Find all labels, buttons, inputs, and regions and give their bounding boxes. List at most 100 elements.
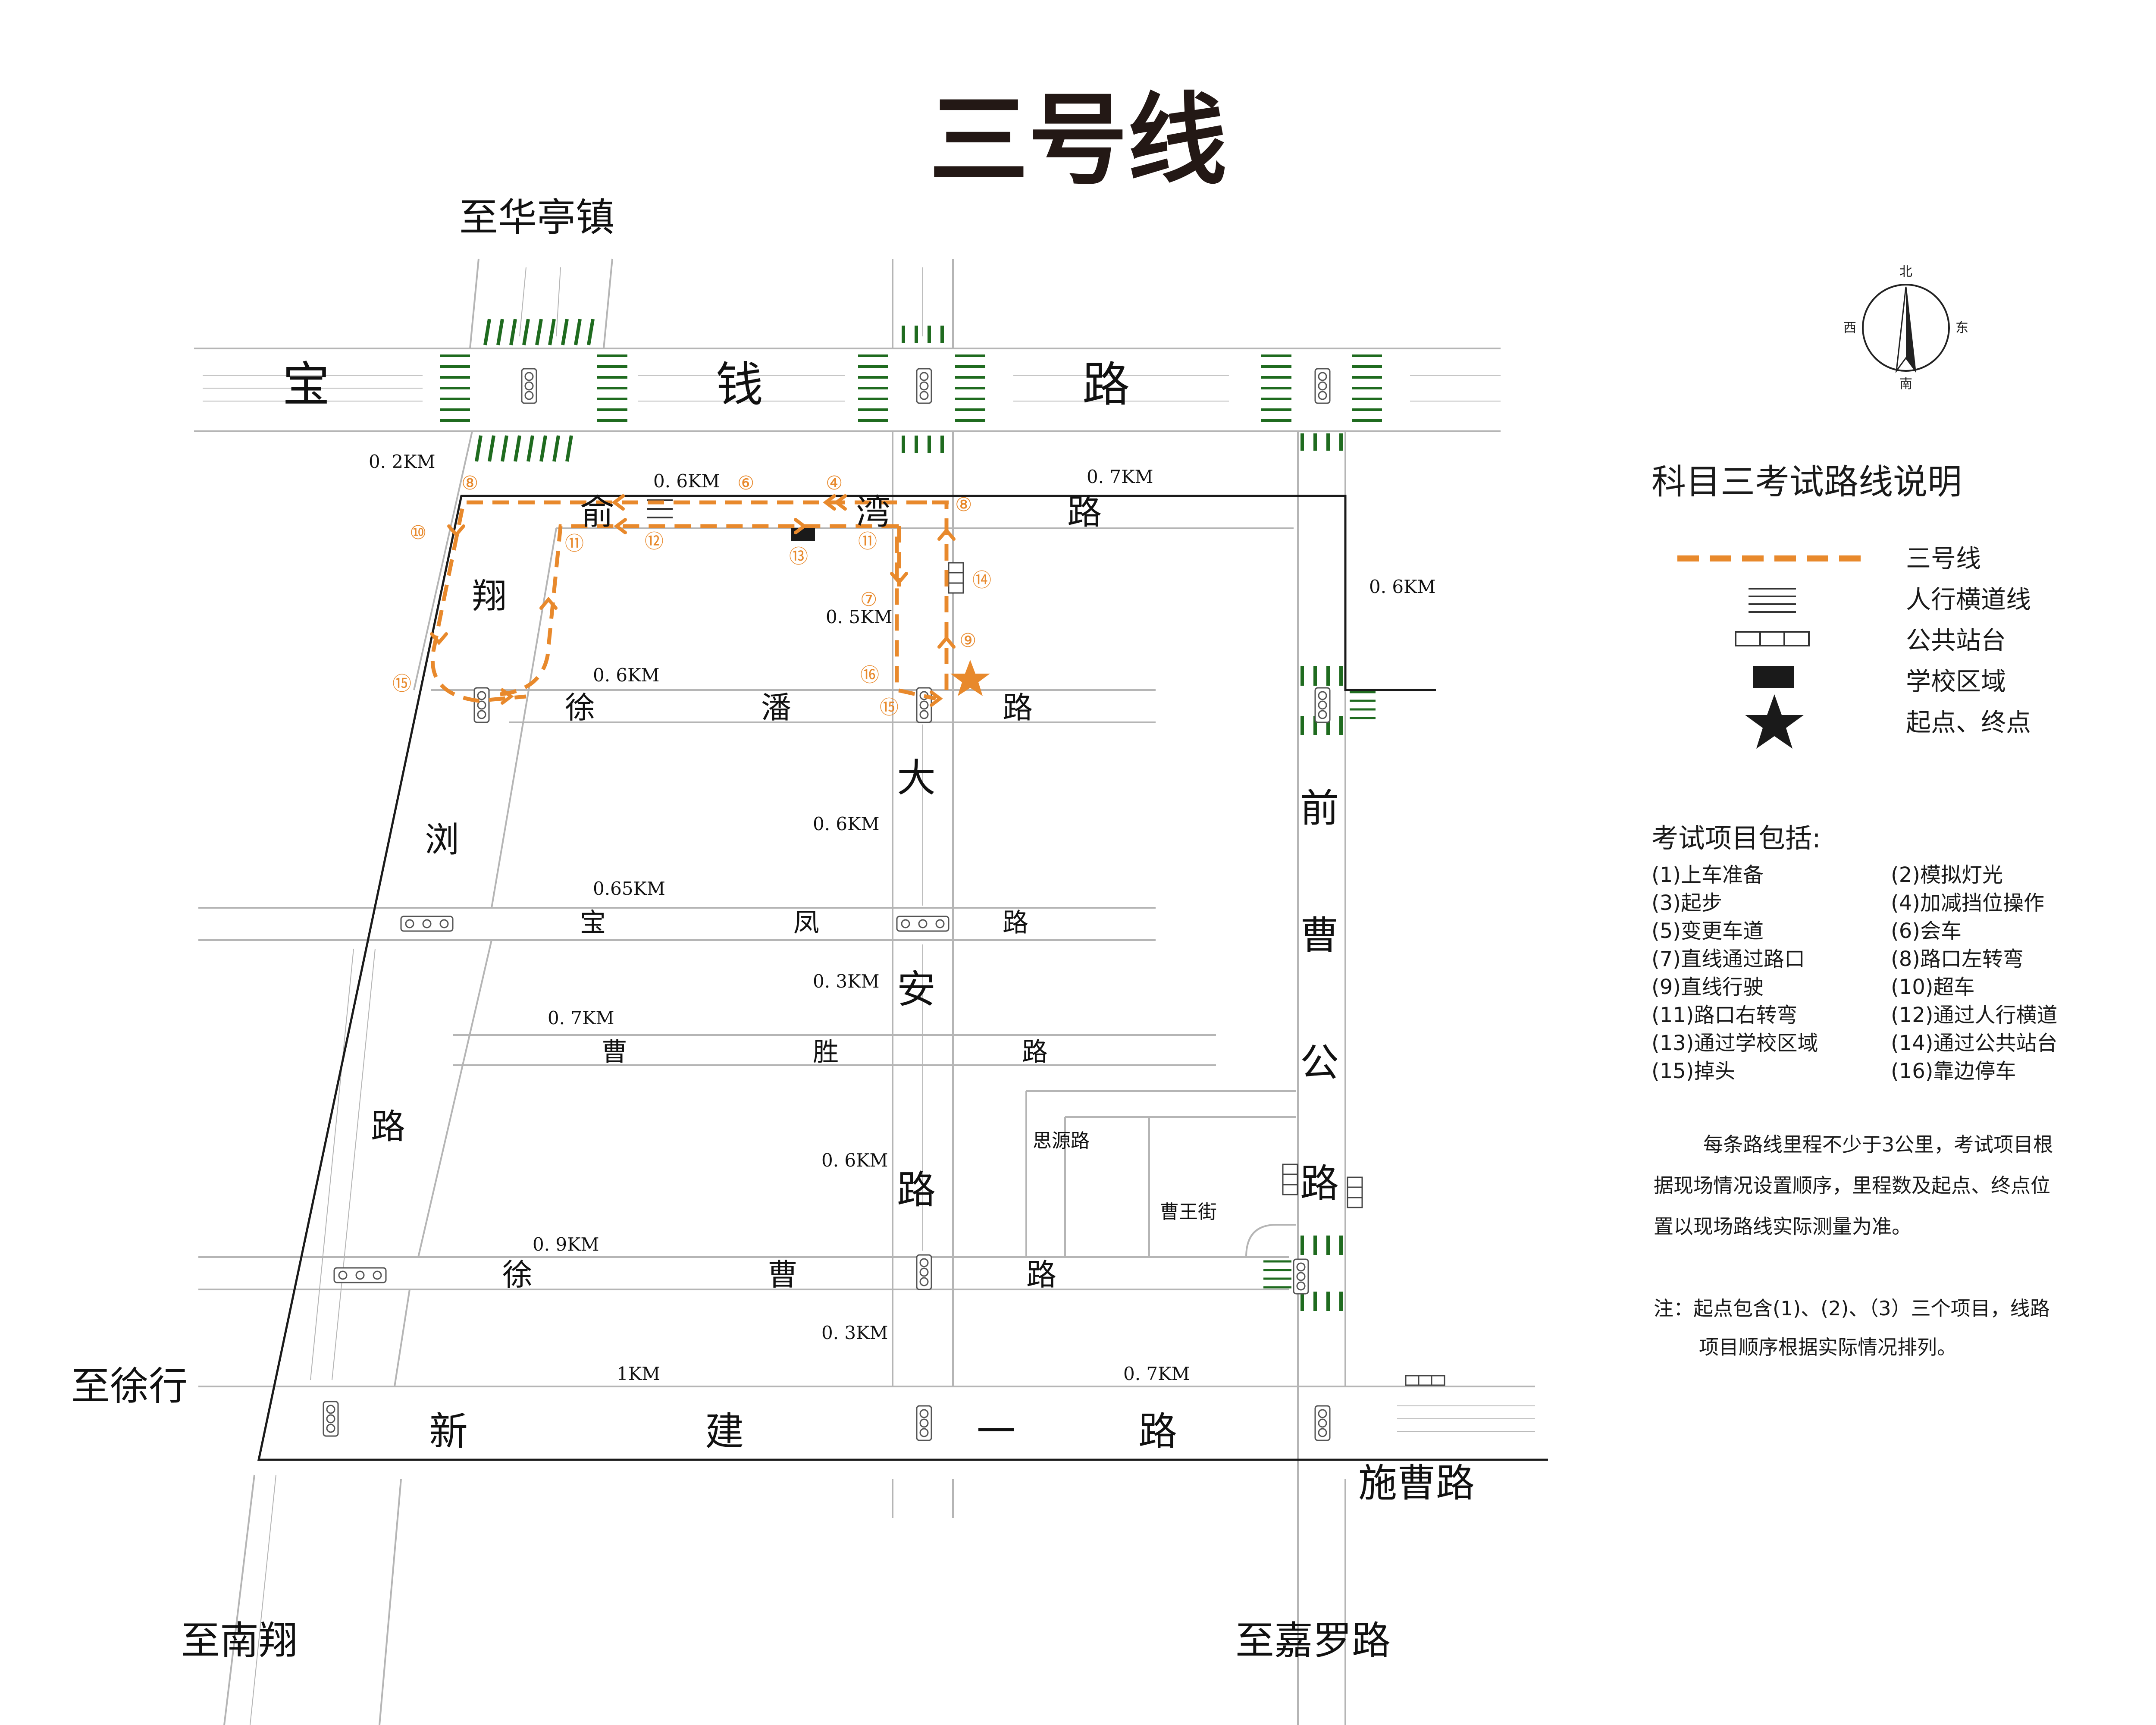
- route-marker: ⑩: [410, 522, 426, 544]
- route-marker: ⑥: [737, 472, 754, 494]
- road-baoqian: 钱: [716, 357, 763, 412]
- exam-item: (11)路口右转弯: [1651, 1003, 1798, 1027]
- traffic-light-icon: [1314, 687, 1331, 723]
- road-daan: 路: [897, 1167, 936, 1213]
- distance-label: 0. 7KM: [1123, 1363, 1190, 1384]
- exam-item: (10)超车: [1891, 975, 1975, 999]
- destinations: 至华亭镇 至徐行 至南翔 至嘉罗路 施曹路: [71, 195, 1475, 1663]
- road-xupan: 徐: [565, 690, 595, 725]
- bus-stop-icon: [1347, 1176, 1363, 1208]
- distance-label: 0. 6KM: [1369, 576, 1436, 597]
- route-arrows: [430, 494, 956, 707]
- road-xucao: 路: [1026, 1257, 1056, 1292]
- exam-area-boundary: [257, 495, 1548, 1461]
- exam-item: (6)会车: [1891, 919, 1962, 943]
- note-line: 据现场情况设置顺序，里程数及起点、终点位: [1654, 1174, 2050, 1197]
- school-area-icon: [791, 528, 815, 541]
- road-baofeng: 宝: [580, 908, 606, 938]
- road-xinjian: 一: [977, 1409, 1015, 1454]
- compass-west: 西: [1843, 320, 1856, 336]
- road-xupan: 潘: [761, 690, 791, 725]
- dest-north: 至华亭镇: [459, 195, 614, 240]
- bus-stop-icon: [1282, 1164, 1298, 1195]
- road-xiangliu: 翔: [472, 576, 507, 616]
- road-siyuan: 思源路: [1033, 1130, 1090, 1152]
- route-marker: ⑧: [955, 494, 972, 516]
- road-xupan: 路: [1003, 690, 1033, 725]
- route-marker: ⑭: [972, 569, 991, 591]
- road-caosheng: 胜: [813, 1037, 839, 1067]
- route-marker: ⑯: [860, 664, 879, 686]
- road-caosheng: 曹: [602, 1037, 627, 1067]
- exam-item: (2)模拟灯光: [1891, 863, 2003, 887]
- exam-item: (15)掉头: [1651, 1059, 1736, 1083]
- compass-east: 东: [1955, 320, 1968, 336]
- exam-item: (4)加减挡位操作: [1891, 891, 2044, 915]
- distance-label: 0. 7KM: [1087, 466, 1153, 487]
- legend-title: 科目三考试路线说明: [1651, 462, 1962, 502]
- traffic-light-icon: [1293, 1258, 1309, 1295]
- legend: 科目三考试路线说明 三号线 人行横道线 公共站台 学校区域 起点、终点: [1651, 462, 2031, 749]
- traffic-light-icon: [323, 1401, 339, 1437]
- exam-item: (5)变更车道: [1651, 919, 1764, 943]
- route-markers: ⑧ ⑩ ⑪ ⑫ ⑬ ⑥ ④ ⑧ ⑪ ⑦ ⑭ ⑨ ⑯ ⑮ ⑮: [392, 472, 991, 718]
- crosswalks: [440, 319, 1382, 1311]
- road-daan: 安: [897, 967, 936, 1012]
- road-qiancao: 公: [1300, 1040, 1339, 1085]
- route-marker: ⑮: [392, 673, 411, 695]
- exam-item: (3)起步: [1651, 891, 1722, 915]
- traffic-light-icon: [916, 1254, 932, 1290]
- crosswalk-legend-icon: [1749, 588, 1796, 613]
- compass-south: 南: [1899, 376, 1912, 392]
- road-xinjian: 新: [429, 1409, 468, 1454]
- route-marker: ⑪: [858, 530, 877, 552]
- road-xucao: 曹: [768, 1257, 798, 1292]
- road-xucao: 徐: [502, 1257, 533, 1292]
- school-legend-icon: [1753, 666, 1794, 688]
- road-xinjian: 建: [705, 1409, 744, 1454]
- route-marker: ⑫: [645, 530, 664, 552]
- legend-item: 起点、终点: [1906, 708, 2031, 737]
- distance-label: 0. 5KM: [826, 606, 893, 627]
- bus-stop-legend-icon: [1735, 631, 1810, 646]
- legend-item: 三号线: [1906, 544, 1981, 573]
- distance-label: 0. 3KM: [813, 971, 880, 992]
- exam-item: (8)路口左转弯: [1891, 947, 2024, 971]
- road-qiancao: 曹: [1300, 913, 1339, 958]
- road-daan: 大: [897, 756, 936, 801]
- exam-item: (1)上车准备: [1651, 863, 1764, 887]
- road-caowang: 曹王街: [1160, 1201, 1217, 1223]
- road-names: 宝 钱 路 俞 湾 路 徐 潘 路 宝 凤 路 曹 胜 路 徐 曹 路 新 建 …: [282, 357, 1339, 1454]
- road-xiangliu: 路: [371, 1107, 405, 1147]
- distance-label: 0. 7KM: [548, 1007, 614, 1029]
- legend-item: 公共站台: [1906, 626, 2006, 655]
- dest-east: 施曹路: [1358, 1461, 1475, 1506]
- compass-icon: 北 南 东 西: [1843, 264, 1968, 392]
- distance-labels: 0. 2KM 0. 6KM 0. 7KM 0. 6KM 0. 5KM 0. 6K…: [369, 451, 1436, 1384]
- traffic-light-icon: [916, 368, 932, 404]
- distance-label: 0. 9KM: [533, 1234, 599, 1255]
- road-xinjian: 路: [1138, 1409, 1177, 1454]
- traffic-light-icon: [1314, 1405, 1331, 1441]
- traffic-light-icon: [473, 687, 490, 723]
- route-marker: ⑬: [789, 546, 808, 568]
- notes: 每条路线里程不少于3公里，考试项目根 据现场情况设置顺序，里程数及起点、终点位 …: [1654, 1133, 2053, 1359]
- note-line: 注：起点包含(1)、(2)、（3）三个项目，线路: [1654, 1297, 2050, 1320]
- road-baofeng: 路: [1003, 908, 1028, 938]
- distance-label: 0. 6KM: [653, 470, 720, 492]
- traffic-light-icon: [1314, 368, 1331, 404]
- traffic-light-icon: [896, 916, 950, 932]
- road-baoqian: 宝: [282, 357, 330, 412]
- traffic-light-icon: [521, 368, 537, 404]
- legend-item: 学校区域: [1906, 667, 2006, 696]
- traffic-light-icon: [333, 1267, 387, 1283]
- dest-west: 至徐行: [71, 1364, 188, 1409]
- distance-label: 0. 2KM: [369, 451, 436, 472]
- note-line: 项目顺序根据实际情况排列。: [1699, 1336, 1957, 1359]
- items-title: 考试项目包括:: [1651, 822, 1821, 854]
- road-baofeng: 凤: [793, 908, 819, 938]
- road-baoqian: 路: [1082, 357, 1130, 412]
- note-line: 置以现场路线实际测量为准。: [1654, 1215, 1912, 1238]
- exam-item: (9)直线行驶: [1651, 975, 1764, 999]
